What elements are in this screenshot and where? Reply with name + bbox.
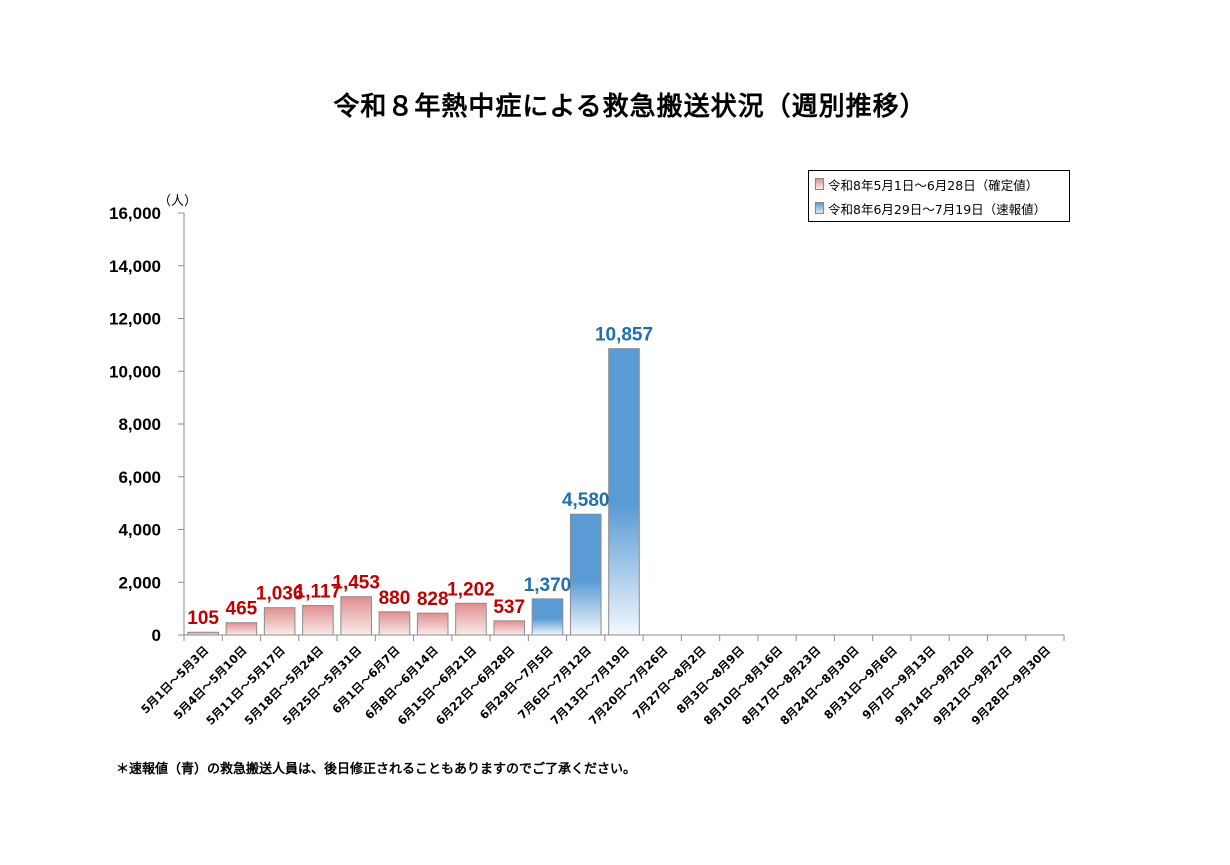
- bar: [416, 612, 449, 636]
- y-tick-label: 10,000: [109, 362, 161, 381]
- y-tick-label: 2,000: [118, 573, 161, 592]
- bars: [187, 348, 640, 636]
- bar: [531, 598, 564, 636]
- data-label: 1,202: [447, 579, 495, 600]
- data-label: 105: [187, 608, 219, 629]
- legend-entry-confirmed: 令和8年5月1日～6月28日（確定値）: [815, 175, 1038, 193]
- data-label: 465: [226, 599, 258, 620]
- data-label: 4,580: [562, 490, 610, 511]
- footnote: ＊速報値（青）の救急搬送人員は、後日修正されることもありますのでご了承ください。: [116, 762, 637, 777]
- y-tick-label: 6,000: [118, 468, 161, 487]
- data-label: 828: [417, 589, 449, 610]
- bar: [302, 605, 334, 636]
- legend-swatch-red: [815, 178, 824, 190]
- y-tick-label: 8,000: [118, 415, 161, 434]
- bar: [493, 620, 526, 636]
- y-tick-labels: 0 2,000 4,000 6,000 8,000 10,000 12,000 14,000 1…: [109, 204, 161, 645]
- bar: [378, 611, 411, 636]
- data-label: 880: [379, 588, 411, 609]
- y-tick-label: 12,000: [109, 310, 161, 329]
- bar: [569, 513, 602, 636]
- data-label: 1,370: [524, 575, 572, 596]
- chart-title: 令和８年熱中症による救急搬送状況（週別推移）: [333, 92, 927, 122]
- x-tick-label: 6月1日～6月7日: [329, 643, 402, 716]
- data-label: 537: [493, 597, 525, 618]
- legend-swatch-blue: [815, 202, 824, 214]
- bar: [340, 596, 372, 636]
- y-tick-label: 14,000: [109, 257, 161, 276]
- x-tick-labels: 5月1日～5月3日5月4日～5月10日5月11日～5月17日5月18日～5月24…: [138, 643, 1053, 728]
- legend-label-preliminary: 令和8年6月29日～7月19日（速報値）: [828, 201, 1047, 217]
- data-label: 1,453: [332, 573, 380, 594]
- bar: [263, 607, 296, 636]
- legend-entry-preliminary: 令和8年6月29日～7月19日（速報値）: [815, 199, 1046, 217]
- data-label: 10,857: [595, 325, 653, 346]
- x-tick-label: 5月1日～5月3日: [138, 643, 211, 716]
- bar: [455, 602, 487, 636]
- x-tick-label: 8月3日～8月9日: [674, 643, 747, 716]
- bar: [608, 348, 640, 636]
- bar: [225, 622, 258, 636]
- data-label: 1,036: [256, 584, 304, 605]
- legend: 令和8年5月1日～6月28日（確定値） 令和8年6月29日～7月19日（速報値）: [808, 170, 1070, 222]
- legend-label-confirmed: 令和8年5月1日～6月28日（確定値）: [828, 177, 1039, 193]
- bar: [187, 631, 219, 636]
- y-tick-label: 16,000: [109, 204, 161, 223]
- y-axis-unit: （人）: [158, 194, 197, 209]
- y-tick-label: 0: [152, 626, 161, 645]
- y-tick-label: 4,000: [118, 521, 161, 540]
- data-label: 1,117: [295, 582, 342, 603]
